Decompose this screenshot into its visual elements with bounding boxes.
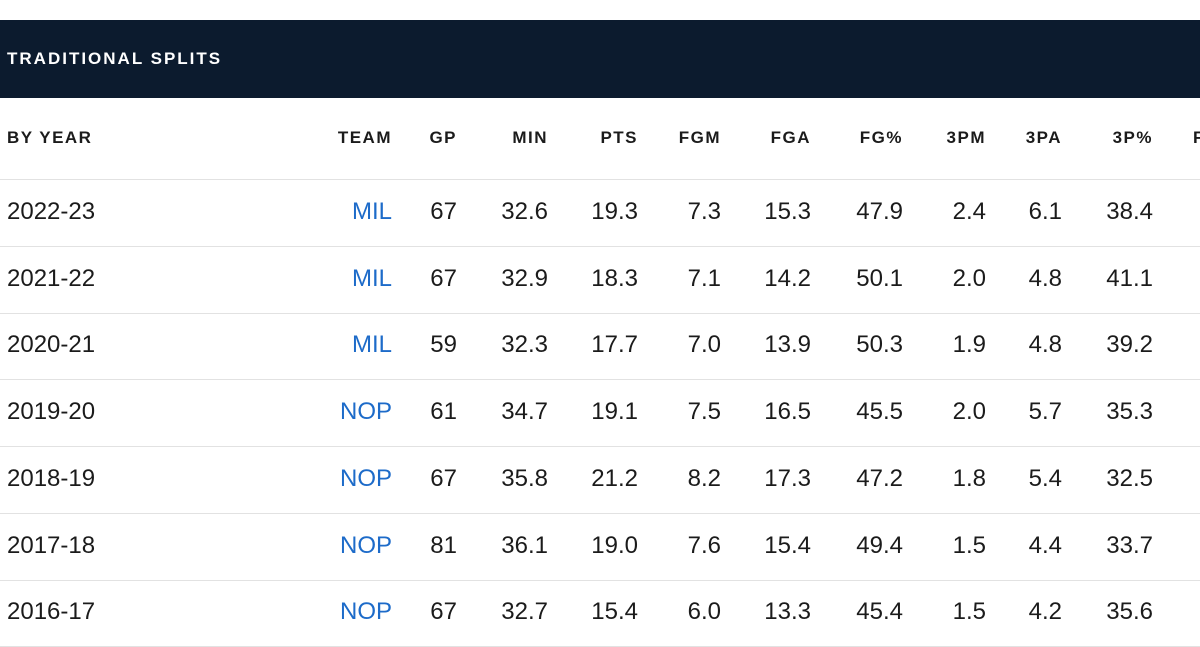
- cell-three-pa: 4.8: [1028, 331, 1062, 359]
- column-header-by-year[interactable]: BY YEAR: [7, 128, 93, 147]
- cell-pts: 21.2: [591, 464, 638, 492]
- cell-pts: 19.0: [591, 531, 638, 559]
- cell-min: 36.1: [501, 531, 548, 559]
- column-header-f[interactable]: F: [1193, 128, 1200, 147]
- cell-fg-pct: 45.5: [856, 398, 903, 426]
- cell-min: 32.9: [501, 264, 548, 292]
- cell-fg-pct: 50.3: [856, 331, 903, 359]
- cell-fga: 15.4: [764, 531, 811, 559]
- cell-min: 32.7: [501, 598, 548, 626]
- cell-three-pct: 35.3: [1106, 398, 1153, 426]
- cell-three-pm: 1.5: [952, 531, 986, 559]
- cell-year: 2016-17: [7, 598, 96, 626]
- column-header-fg-pct[interactable]: FG%: [859, 128, 903, 147]
- cell-fg-pct: 47.9: [856, 198, 903, 225]
- cell-fgm: 7.1: [687, 264, 721, 292]
- cell-three-pct: 41.1: [1106, 264, 1153, 292]
- cell-three-pa: 5.7: [1028, 398, 1062, 426]
- cell-three-pm: 2.0: [952, 264, 986, 292]
- cell-gp: 59: [430, 331, 457, 359]
- cell-gp: 61: [430, 398, 457, 426]
- cell-fg-pct: 47.2: [856, 464, 903, 492]
- cell-pts: 19.1: [591, 398, 638, 426]
- column-header-pts[interactable]: PTS: [600, 128, 638, 147]
- column-header-3p-pct[interactable]: 3P%: [1112, 128, 1153, 147]
- cell-fg-pct: 49.4: [856, 531, 903, 559]
- cell-min: 32.6: [501, 198, 548, 225]
- cell-three-pm: 2.4: [952, 198, 986, 225]
- cell-pts: 18.3: [591, 264, 638, 292]
- cell-year: 2018-19: [7, 464, 96, 492]
- column-header-min[interactable]: MIN: [512, 128, 548, 147]
- team-link[interactable]: NOP: [339, 531, 392, 559]
- table-row: 2019-20 NOP 61 34.7 19.1 7.5 16.5 45.5 2.0 5.7 35.…: [0, 380, 1200, 448]
- table-row: 2018-19 NOP 67 35.8 21.2 8.2 17.3 47.2 1.8 5.4 32.…: [0, 447, 1200, 514]
- cell-year: 2022-23: [7, 198, 96, 225]
- cell-pts: 17.7: [591, 331, 638, 359]
- cell-gp: 67: [430, 198, 457, 225]
- cell-year: 2021-22: [7, 264, 96, 292]
- cell-fg-pct: 45.4: [856, 598, 903, 626]
- column-header-row: [0, 98, 1200, 180]
- table-row: 2020-21 MIL 59 32.3 17.7 7.0 13.9 50.3 1.9 4.8 39.…: [0, 313, 1200, 381]
- table-row: 2022-23 MIL 67 32.6 19.3 7.3 15.3 47.9 2.4 6.1 38.…: [0, 180, 1200, 247]
- cell-fgm: 7.6: [687, 531, 721, 559]
- column-header-3pa[interactable]: 3PA: [1025, 128, 1062, 147]
- cell-min: 32.3: [501, 331, 548, 359]
- cell-three-pm: 1.5: [952, 598, 986, 626]
- cell-year: 2017-18: [7, 531, 96, 559]
- cell-min: 35.8: [501, 464, 548, 492]
- cell-three-pct: 32.5: [1106, 464, 1153, 492]
- cell-three-pct: 33.7: [1106, 531, 1153, 559]
- column-header-fgm[interactable]: FGM: [678, 128, 721, 147]
- team-link[interactable]: NOP: [339, 598, 392, 626]
- team-link[interactable]: MIL: [351, 198, 392, 225]
- cell-fgm: 6.0: [687, 598, 721, 626]
- cell-three-pct: 38.4: [1106, 198, 1153, 225]
- column-header-fga[interactable]: FGA: [770, 128, 811, 147]
- cell-fga: 13.9: [764, 331, 811, 359]
- cell-three-pm: 1.9: [952, 331, 986, 359]
- cell-three-pa: 5.4: [1028, 464, 1062, 492]
- table-row: 2016-17 NOP 67 32.7 15.4 6.0 13.3 45.4 1.5 4.2 35.…: [0, 580, 1200, 647]
- cell-fgm: 7.5: [687, 398, 721, 426]
- table-row: 2021-22 MIL 67 32.9 18.3 7.1 14.2 50.1 2.0 4.8 41.…: [0, 247, 1200, 314]
- column-header-3pm[interactable]: 3PM: [946, 128, 986, 147]
- section-title: TRADITIONAL SPLITS: [7, 49, 223, 68]
- cell-three-pa: 4.4: [1028, 531, 1062, 559]
- cell-pts: 15.4: [591, 598, 638, 626]
- cell-gp: 81: [430, 531, 457, 559]
- cell-fga: 13.3: [764, 598, 811, 626]
- cell-fga: 14.2: [764, 264, 811, 292]
- cell-min: 34.7: [501, 398, 548, 426]
- column-header-gp[interactable]: GP: [429, 128, 457, 147]
- table-row: 2017-18 NOP 81 36.1 19.0 7.6 15.4 49.4 1.5 4.4 33.…: [0, 514, 1200, 581]
- cell-year: 2019-20: [7, 398, 96, 426]
- cell-three-pa: 4.2: [1028, 598, 1062, 626]
- cell-pts: 19.3: [591, 198, 638, 225]
- team-link[interactable]: NOP: [339, 398, 392, 426]
- cell-gp: 67: [430, 598, 457, 626]
- cell-three-pa: 4.8: [1028, 264, 1062, 292]
- cell-three-pm: 1.8: [952, 464, 986, 492]
- cell-three-pa: 6.1: [1028, 198, 1062, 225]
- cell-gp: 67: [430, 464, 457, 492]
- section-header: [0, 20, 1200, 98]
- cell-year: 2020-21: [7, 331, 96, 359]
- cell-three-pct: 35.6: [1106, 598, 1153, 626]
- cell-fga: 15.3: [764, 198, 811, 225]
- cell-three-pct: 39.2: [1106, 331, 1153, 359]
- cell-fgm: 8.2: [687, 464, 721, 492]
- cell-gp: 67: [430, 264, 457, 292]
- cell-fgm: 7.0: [687, 331, 721, 359]
- team-link[interactable]: MIL: [351, 331, 392, 359]
- team-link[interactable]: NOP: [339, 464, 392, 492]
- cell-fga: 16.5: [764, 398, 811, 426]
- cell-fg-pct: 50.1: [856, 264, 903, 292]
- cell-fgm: 7.3: [687, 198, 721, 225]
- cell-fga: 17.3: [764, 464, 811, 492]
- cell-three-pm: 2.0: [952, 398, 986, 426]
- team-link[interactable]: MIL: [351, 264, 392, 292]
- column-header-team[interactable]: TEAM: [337, 128, 392, 147]
